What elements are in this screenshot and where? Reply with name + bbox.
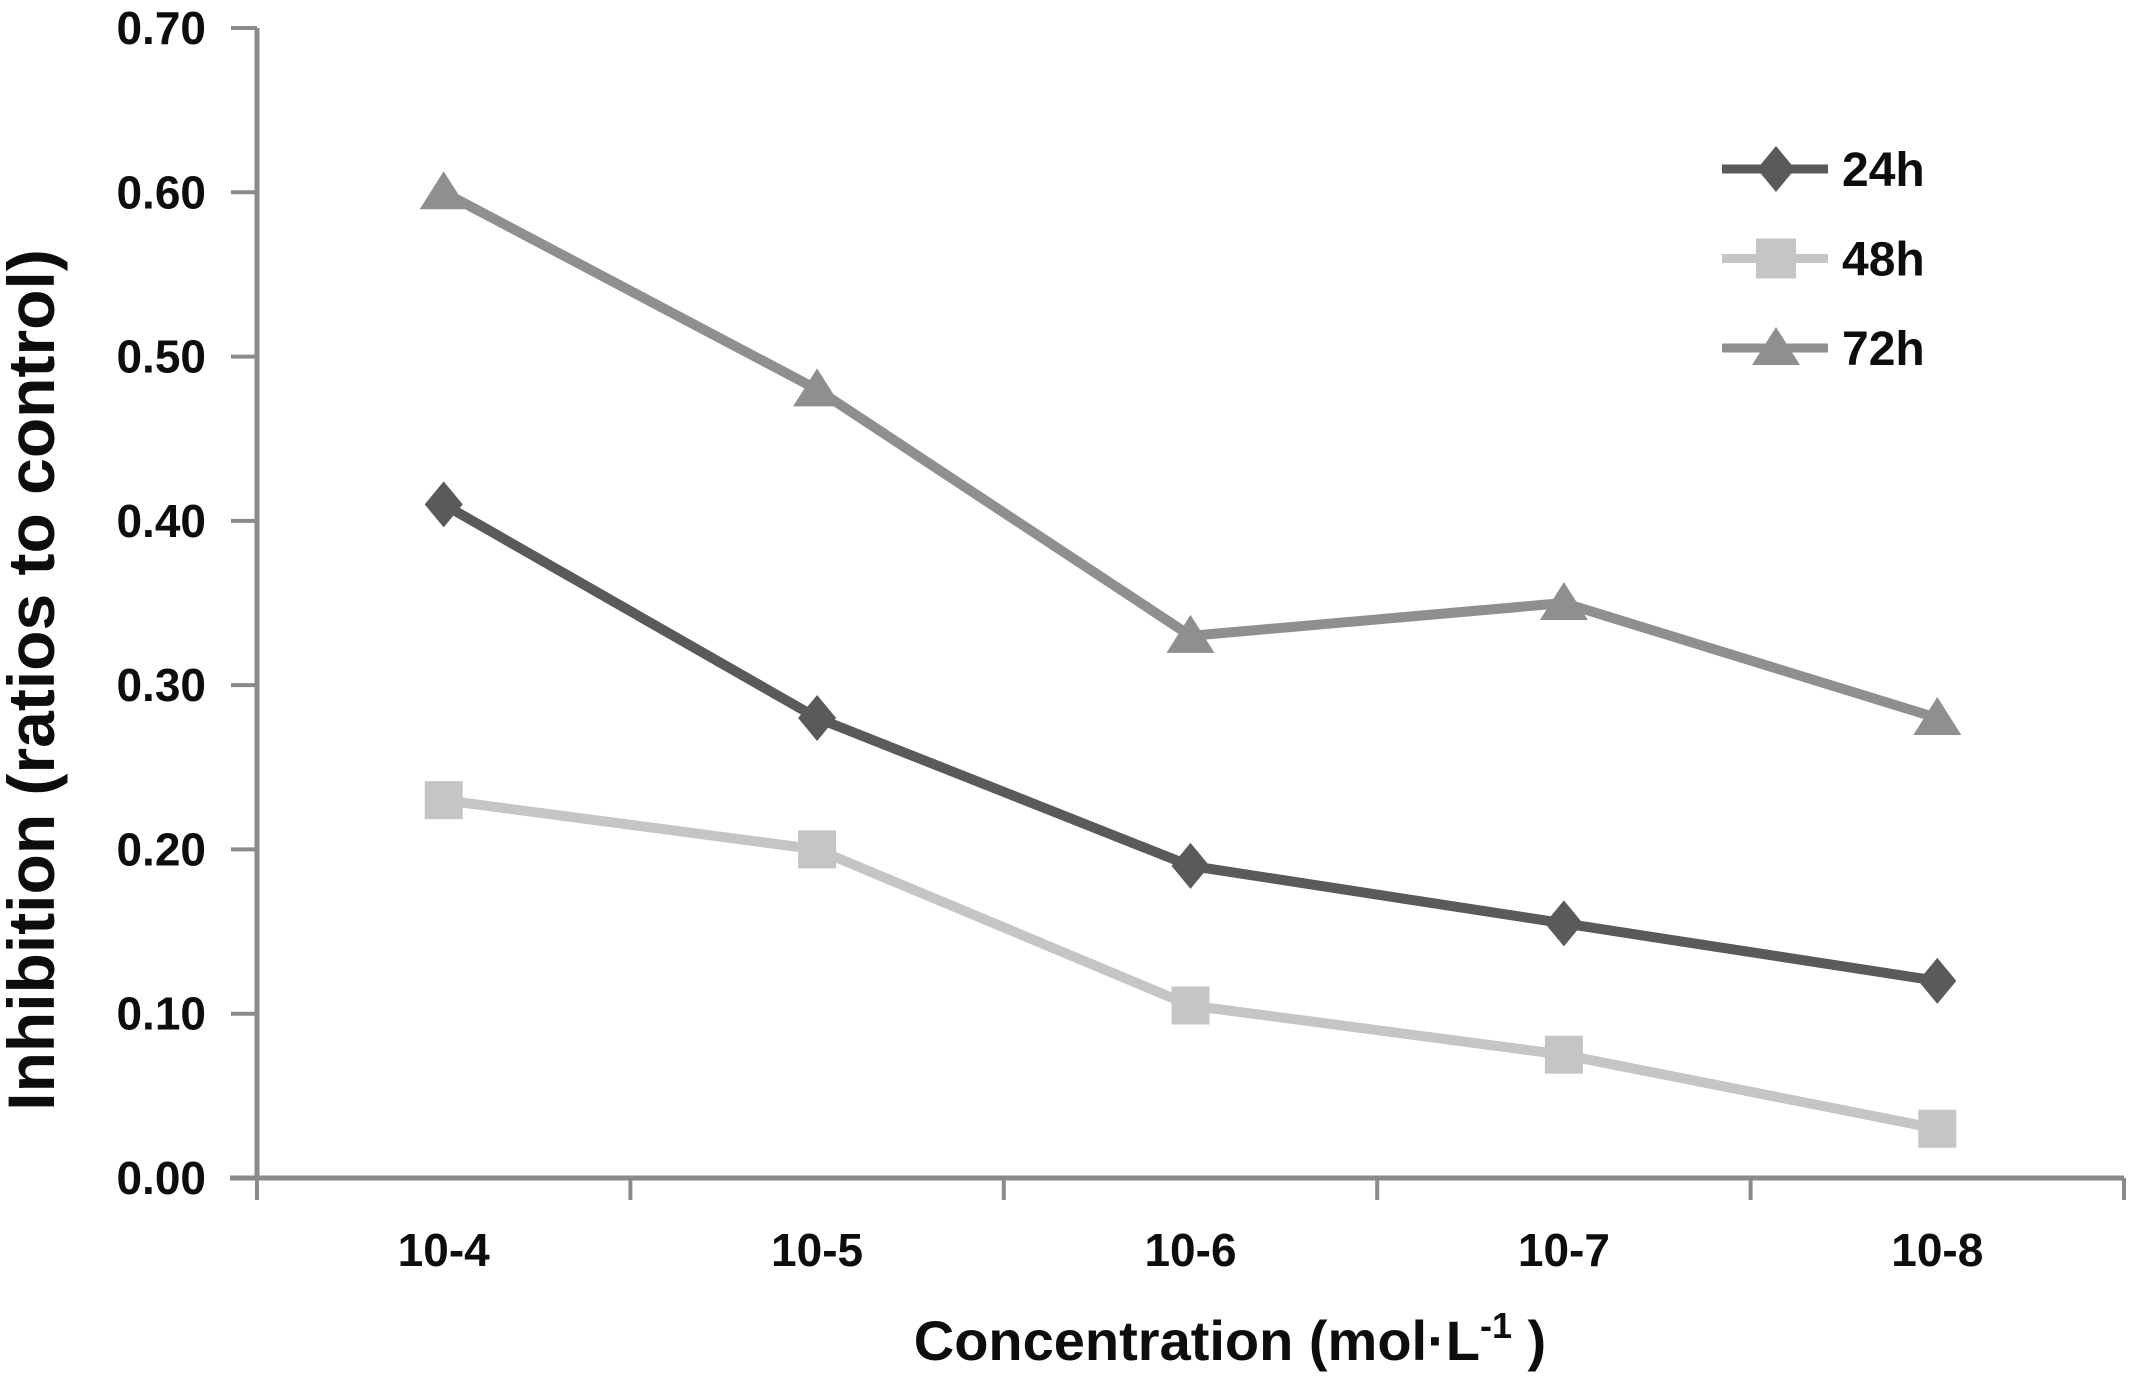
y-tick-label: 0.00 xyxy=(116,1152,206,1204)
x-category-label: 10-4 xyxy=(398,1224,490,1276)
marker-diamond-24h xyxy=(1918,957,1957,1004)
y-tick-label: 0.50 xyxy=(116,331,206,383)
y-tick-label: 0.10 xyxy=(116,988,206,1040)
marker-diamond-24h xyxy=(1544,900,1583,947)
marker-square-48h xyxy=(424,781,463,820)
legend-label-72h: 72h xyxy=(1842,323,1925,376)
x-category-label: 10-6 xyxy=(1144,1224,1236,1276)
marker-triangle-72h xyxy=(1913,697,1962,735)
y-tick-label: 0.20 xyxy=(116,823,206,875)
marker-diamond-24h xyxy=(1171,842,1210,889)
x-category-label: 10-5 xyxy=(771,1224,863,1276)
x-axis-title: Concentration (mol·L-1 ) xyxy=(914,1305,1546,1372)
marker-triangle-72h xyxy=(419,171,468,210)
marker-diamond-24h xyxy=(798,695,837,741)
y-tick-label: 0.30 xyxy=(116,659,206,711)
y-tick-label: 0.60 xyxy=(116,166,206,218)
marker-square-48h xyxy=(798,830,837,869)
y-axis-title: Inhibition (ratios to control) xyxy=(0,249,68,1111)
legend-label-48h: 48h xyxy=(1842,234,1925,287)
legend-swatch-72h xyxy=(1752,327,1800,365)
marker-square-48h xyxy=(1918,1109,1957,1148)
marker-diamond-24h xyxy=(424,481,463,528)
marker-square-48h xyxy=(1171,986,1210,1025)
marker-triangle-72h xyxy=(793,368,842,407)
marker-triangle-72h xyxy=(1539,582,1588,620)
y-tick-label: 0.70 xyxy=(116,2,206,54)
y-tick-label: 0.40 xyxy=(116,495,206,547)
legend-swatch-48h xyxy=(1756,238,1796,279)
x-category-label: 10-7 xyxy=(1518,1224,1610,1276)
marker-triangle-72h xyxy=(1166,614,1215,653)
series-line-24h xyxy=(441,500,1939,986)
x-category-label: 10-8 xyxy=(1891,1224,1983,1276)
legend-swatch-24h xyxy=(1757,146,1795,192)
legend-label-24h: 24h xyxy=(1842,144,1925,197)
marker-square-48h xyxy=(1544,1035,1583,1074)
